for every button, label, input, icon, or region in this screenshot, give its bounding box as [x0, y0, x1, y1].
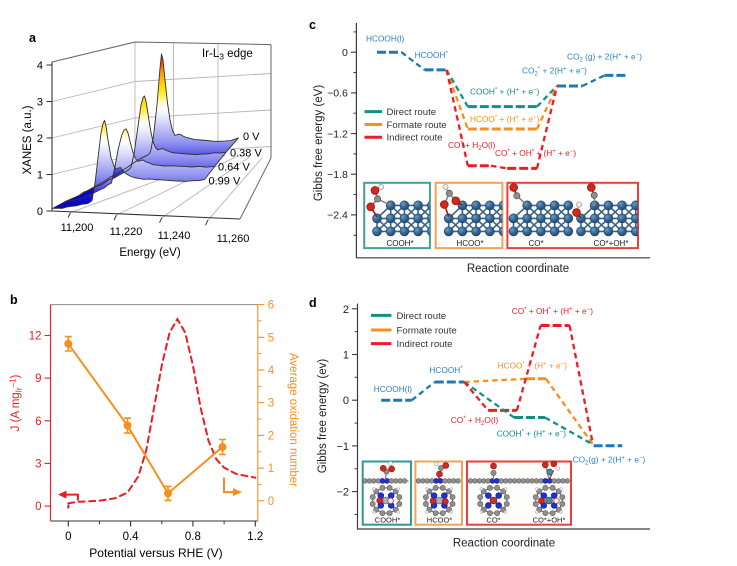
- svg-text:4: 4: [268, 365, 275, 377]
- svg-text:b: b: [10, 293, 18, 307]
- svg-text:0: 0: [268, 496, 274, 508]
- svg-text:0.64 V: 0.64 V: [218, 162, 250, 174]
- svg-text:CO2 (g) + 2(H+ + e−): CO2 (g) + 2(H+ + e−): [567, 51, 642, 63]
- svg-text:COOH* + (H+ + e−): COOH* + (H+ + e−): [497, 428, 567, 438]
- svg-text:COOH* + (H+ + e−): COOH* + (H+ + e−): [470, 87, 540, 97]
- svg-text:4: 4: [37, 60, 43, 72]
- svg-text:Ir-L3 edge: Ir-L3 edge: [202, 48, 253, 62]
- svg-text:HCOOH*: HCOOH*: [415, 50, 449, 60]
- svg-text:−1: −1: [336, 441, 349, 453]
- svg-text:1: 1: [343, 350, 349, 362]
- svg-text:−1.2: −1.2: [327, 128, 348, 140]
- svg-text:0: 0: [35, 501, 41, 513]
- svg-text:CO* + H2O(l): CO* + H2O(l): [448, 140, 496, 152]
- svg-text:a: a: [29, 31, 37, 45]
- svg-text:CO* + OH* + (H+ + e−): CO* + OH* + (H+ + e−): [512, 306, 593, 316]
- svg-text:HCOO*: HCOO*: [427, 516, 453, 525]
- svg-text:CO*: CO*: [486, 516, 500, 525]
- svg-text:11,260: 11,260: [217, 233, 250, 245]
- svg-text:6: 6: [35, 416, 41, 428]
- svg-text:HCOOH(l): HCOOH(l): [366, 34, 404, 44]
- svg-text:0.4: 0.4: [123, 531, 140, 543]
- svg-text:CO*+OH*: CO*+OH*: [594, 239, 629, 248]
- svg-text:Formate route: Formate route: [387, 120, 447, 131]
- svg-text:11,220: 11,220: [110, 226, 143, 238]
- svg-text:Direct route: Direct route: [387, 107, 437, 118]
- svg-text:−2.4: −2.4: [327, 210, 348, 222]
- svg-text:0: 0: [65, 531, 71, 543]
- svg-text:0.8: 0.8: [185, 531, 201, 543]
- svg-text:0.99 V: 0.99 V: [209, 176, 241, 188]
- svg-text:Reaction coordinate: Reaction coordinate: [467, 263, 569, 275]
- svg-text:Formate route: Formate route: [397, 325, 457, 336]
- svg-text:Indirect route: Indirect route: [387, 133, 443, 144]
- svg-text:Gibbs free energy (eV): Gibbs free energy (eV): [313, 85, 325, 202]
- svg-text:Potential versus RHE (V): Potential versus RHE (V): [89, 546, 222, 560]
- svg-text:−1.8: −1.8: [327, 169, 348, 181]
- svg-text:CO* + OH* + (H+ + e−): CO* + OH* + (H+ + e−): [495, 148, 576, 158]
- svg-text:Average oxidation number: Average oxidation number: [287, 353, 299, 487]
- svg-text:12: 12: [29, 331, 42, 343]
- svg-text:CO*: CO*: [528, 239, 543, 248]
- svg-text:−2: −2: [336, 487, 349, 499]
- svg-text:HCOOH(l): HCOOH(l): [374, 384, 412, 394]
- svg-text:0 V: 0 V: [243, 131, 260, 143]
- svg-text:−0.6: −0.6: [327, 88, 348, 100]
- svg-text:HCOO* + (H+ + e−): HCOO* + (H+ + e−): [498, 360, 568, 370]
- svg-text:d: d: [309, 296, 317, 310]
- svg-text:2: 2: [343, 304, 349, 316]
- svg-text:3: 3: [37, 97, 43, 109]
- svg-text:2: 2: [268, 430, 274, 442]
- svg-text:CO*+OH*: CO*+OH*: [533, 516, 566, 525]
- svg-text:2: 2: [37, 133, 43, 145]
- svg-text:XANES (a.u.): XANES (a.u.): [22, 105, 34, 174]
- svg-text:1: 1: [268, 463, 274, 475]
- svg-text:COOH*: COOH*: [386, 239, 413, 248]
- svg-text:Indirect route: Indirect route: [397, 339, 453, 350]
- svg-text:5: 5: [268, 332, 274, 344]
- svg-text:11,200: 11,200: [61, 222, 94, 234]
- svg-text:Direct route: Direct route: [397, 311, 447, 322]
- svg-text:6: 6: [268, 300, 274, 312]
- svg-text:0.38 V: 0.38 V: [230, 148, 262, 160]
- svg-text:9: 9: [35, 373, 41, 385]
- svg-text:CO* + H2O(l): CO* + H2O(l): [451, 415, 499, 427]
- svg-text:HCOO*: HCOO*: [456, 239, 483, 248]
- svg-text:Energy (eV): Energy (eV): [119, 247, 181, 259]
- svg-text:Reaction coordinate: Reaction coordinate: [453, 538, 555, 550]
- svg-text:0: 0: [37, 206, 43, 218]
- svg-text:COOH*: COOH*: [375, 516, 401, 525]
- svg-text:1.2: 1.2: [247, 531, 263, 543]
- svg-text:HCOO* + (H+ + e−): HCOO* + (H+ + e−): [470, 114, 540, 124]
- svg-text:3: 3: [35, 458, 41, 470]
- svg-text:HCOOH*: HCOOH*: [429, 365, 463, 375]
- svg-text:CO2(g) + 2(H+ + e−): CO2(g) + 2(H+ + e−): [573, 455, 646, 467]
- svg-text:3: 3: [268, 398, 274, 410]
- svg-text:0: 0: [343, 395, 349, 407]
- svg-text:c: c: [309, 18, 316, 32]
- svg-text:1: 1: [37, 170, 43, 182]
- svg-text:0: 0: [342, 47, 348, 59]
- svg-text:Gibbs free energy (ev): Gibbs free energy (ev): [317, 359, 329, 474]
- svg-text:11,240: 11,240: [158, 230, 191, 242]
